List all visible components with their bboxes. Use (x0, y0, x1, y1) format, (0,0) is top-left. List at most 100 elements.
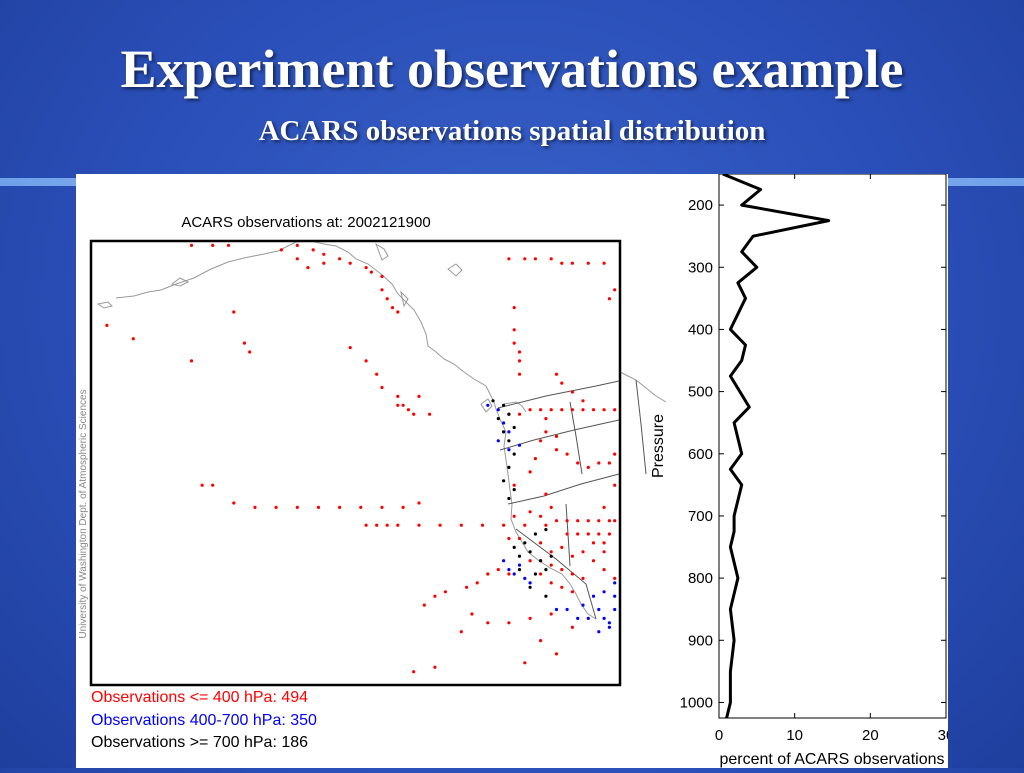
map-point-red-15 (380, 288, 384, 292)
map-point-red-142 (549, 612, 553, 616)
map-point-red-100 (607, 519, 612, 523)
y-tick-label-400: 400 (688, 321, 713, 338)
x-tick-label-20: 20 (862, 727, 879, 744)
map-point-red-102 (565, 532, 569, 536)
map-point-black-15 (523, 541, 527, 545)
map-point-red-93 (523, 523, 527, 527)
map-point-red-29 (105, 323, 109, 327)
map-point-black-24 (544, 594, 548, 598)
map-point-red-10 (338, 257, 342, 261)
map-point-red-90 (459, 523, 463, 527)
map-point-red-88 (417, 523, 421, 527)
map-point-red-73 (586, 465, 590, 469)
map-point-red-86 (385, 523, 389, 527)
profile-y-ticks: 200 300 400 500 600 700 800 900 1000 (680, 197, 946, 711)
map-point-red-43 (512, 306, 516, 310)
map-point-blue-26 (607, 625, 612, 629)
map-point-red-84 (364, 523, 368, 527)
map-point-red-120 (528, 559, 532, 563)
map-point-red-51 (570, 390, 574, 394)
map-point-red-53 (396, 403, 400, 407)
map-point-red-139 (613, 576, 617, 580)
map-point-blue-4 (496, 439, 500, 443)
map-point-red-18 (396, 310, 400, 314)
map-point-black-3 (507, 412, 511, 416)
map-point-red-91 (480, 523, 485, 527)
legend-entry-red: Observations <= 400 hPa: 494 (91, 689, 308, 706)
y-tick-label-300: 300 (688, 259, 713, 276)
map-point-red-155 (211, 483, 215, 487)
map-point-red-146 (523, 661, 527, 665)
map-point-red-46 (517, 350, 522, 354)
map-point-red-76 (613, 452, 617, 456)
map-point-red-62 (591, 408, 596, 412)
map-point-red-25 (586, 261, 590, 265)
map-point-red-141 (528, 616, 532, 620)
map-point-red-50 (560, 381, 564, 385)
map-point-red-11 (348, 261, 352, 265)
profile-chart: 200 300 400 500 600 700 800 900 1000 0 10 20 30 per… (650, 172, 954, 768)
map-point-red-89 (438, 523, 442, 527)
y-tick-label-1000: 1000 (680, 694, 713, 711)
map-point-red-132 (486, 572, 490, 576)
map-point-red-123 (560, 568, 564, 572)
map-point-red-71 (565, 452, 569, 456)
map-point-red-52 (581, 399, 585, 403)
map-point-black-2 (496, 417, 500, 421)
map-point-red-33 (248, 350, 252, 354)
map-chart-title: ACARS observations at: 2002121900 (181, 214, 430, 231)
map-point-black-10 (512, 488, 516, 492)
map-point-red-92 (502, 523, 506, 527)
map-point-black-17 (544, 528, 548, 532)
figure-panel: ACARS observations at: 2002121900 Univer… (76, 172, 954, 768)
map-point-red-105 (597, 532, 601, 536)
y-tick-label-700: 700 (688, 508, 713, 525)
map-point-black-22 (549, 554, 553, 558)
map-point-red-138 (602, 568, 606, 572)
map-point-blue-2 (502, 421, 506, 425)
map-point-red-110 (549, 505, 553, 509)
map-point-red-85 (375, 523, 379, 527)
map-point-red-131 (496, 568, 500, 572)
map-point-red-38 (380, 385, 384, 390)
map-point-red-39 (396, 394, 400, 398)
map-point-red-27 (613, 288, 617, 292)
map-point-red-160 (316, 505, 321, 509)
map-point-blue-16 (586, 616, 590, 620)
map-point-blue-7 (502, 559, 506, 563)
map-watermark: University of Washington Dept. of Atmosp… (78, 389, 89, 638)
map-point-blue-1 (496, 408, 500, 412)
map-point-red-133 (475, 581, 479, 585)
map-point-red-78 (533, 457, 537, 461)
map-point-red-26 (602, 261, 606, 265)
map-point-red-147 (470, 612, 474, 616)
map-point-black-14 (512, 545, 516, 549)
map-point-red-162 (359, 505, 363, 509)
map-point-blue-11 (523, 576, 527, 580)
map-point-red-137 (422, 603, 426, 607)
map-point-red-136 (433, 594, 437, 598)
map-point-blue-17 (597, 607, 601, 612)
map-point-red-64 (613, 408, 617, 412)
map-point-red-115 (560, 545, 564, 549)
map-point-red-54 (406, 408, 410, 412)
map-point-red-144 (539, 639, 543, 643)
map-point-red-135 (443, 590, 447, 594)
map-point-red-124 (570, 572, 574, 576)
y-tick-label-800: 800 (688, 570, 713, 587)
legend-entry-black: Observations >= 700 hPa: 186 (91, 734, 308, 751)
map-point-red-157 (253, 505, 257, 509)
map-point-red-49 (554, 372, 559, 376)
map-point-red-68 (544, 430, 548, 434)
map-point-red-98 (586, 519, 590, 523)
map-point-black-0 (491, 399, 495, 403)
map-point-blue-22 (591, 594, 596, 598)
map-point-blue-20 (613, 607, 617, 612)
profile-x-label: percent of ACARS observations (719, 751, 944, 768)
map-point-red-75 (607, 461, 612, 465)
map-point-red-5 (311, 248, 315, 252)
map-point-red-3 (279, 248, 283, 252)
map-point-red-12 (364, 266, 368, 270)
map-point-red-113 (539, 541, 543, 545)
map-point-blue-24 (613, 594, 617, 598)
